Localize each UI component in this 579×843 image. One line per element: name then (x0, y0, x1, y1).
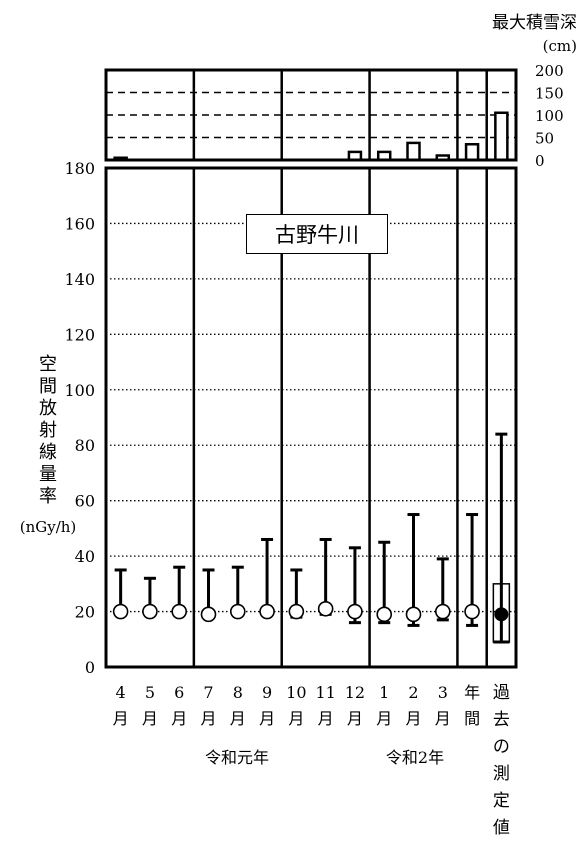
snow-panel (106, 91, 516, 162)
x-tick-label: 月 (113, 709, 129, 728)
frame (104, 68, 518, 669)
y-axis-label-char: 率 (39, 486, 57, 507)
mean-marker (464, 603, 480, 620)
mean-marker (376, 606, 393, 623)
plot-frame (104, 166, 518, 669)
y-tick-label: 80 (75, 436, 95, 455)
past-label-char: の (493, 737, 510, 757)
snow-bar (464, 143, 480, 162)
y-tick-label: 40 (75, 547, 95, 566)
y-axis-unit: (nGy/h) (20, 518, 77, 536)
snow-tick-label: 100 (535, 107, 564, 125)
past-label-char: 去 (493, 710, 510, 730)
labels: 最大積雪深 (cm) (nGy/h) 令和元年 令和2年 (20, 13, 577, 767)
mean-marker (229, 603, 246, 620)
mean-marker (112, 603, 129, 620)
mean-marker (142, 603, 158, 620)
x-tick-label: 11 (315, 683, 335, 702)
year-group-1: 令和元年 (205, 748, 269, 767)
y-axis-label-char: 射 (39, 420, 57, 441)
x-tick-label: 月 (347, 709, 363, 728)
y-axis-label-char: 量 (39, 464, 57, 485)
x-tick-label: 月 (200, 709, 216, 728)
snow-axis-unit: (cm) (543, 37, 577, 55)
x-tick-label: 5 (145, 683, 155, 702)
x-tick-label: 月 (171, 709, 187, 728)
x-tick-label: 月 (230, 709, 246, 728)
x-tick-label: 9 (262, 683, 272, 702)
y-tick-label: 160 (64, 214, 95, 233)
x-tick-label: 月 (288, 709, 304, 728)
x-tick-label: 12 (345, 683, 365, 702)
y-tick-label: 100 (64, 381, 95, 400)
station-label: 古野牛川 (246, 214, 388, 254)
x-tick-label: 4 (116, 683, 126, 702)
y-tick-label: 120 (64, 325, 95, 344)
past-box (492, 583, 511, 643)
x-tick-label: 月 (142, 709, 158, 728)
past-label-char: 定 (493, 791, 510, 811)
y-tick-label: 20 (75, 603, 95, 622)
x-tick-label: 6 (174, 683, 184, 702)
x-tick-label: 8 (233, 683, 243, 702)
past-label-char: 値 (493, 818, 510, 838)
x-tick-label: 月 (376, 709, 392, 728)
snow-frame (104, 68, 518, 162)
snow-bar (406, 141, 421, 162)
y-axis-label-char: 線 (39, 442, 57, 463)
x-tick-label: 10 (286, 683, 306, 702)
year-group-2: 令和2年 (386, 748, 444, 767)
x-tick-label: 7 (203, 683, 213, 702)
x-tick-label: 2 (408, 683, 418, 702)
snow-bar (494, 111, 509, 162)
grid (106, 222, 516, 613)
past-label-char: 測 (493, 764, 510, 784)
mean-marker (434, 603, 451, 620)
x-tick-label: 3 (438, 683, 448, 702)
snow-tick-label: 0 (535, 152, 545, 170)
mean-marker (405, 606, 422, 623)
past-label-char: 過 (493, 683, 510, 703)
y-axis-label-char: 放 (39, 398, 57, 419)
mean-marker (347, 603, 363, 620)
x-tick-label: 年 (464, 683, 480, 702)
snow-tick-label: 200 (535, 62, 564, 80)
y-tick-label: 140 (64, 270, 95, 289)
x-tick-label: 月 (435, 709, 451, 728)
mean-marker (317, 600, 334, 617)
mean-marker (200, 606, 217, 623)
station-name: 古野牛川 (275, 223, 359, 247)
series (112, 432, 511, 644)
x-tick-label: 1 (379, 683, 389, 702)
mean-marker (288, 603, 305, 620)
snow-tick-label: 150 (535, 85, 564, 103)
x-tick-label: 月 (318, 709, 334, 728)
mean-marker (171, 603, 188, 620)
y-tick-label: 180 (64, 159, 95, 178)
y-axis-label-char: 間 (39, 376, 57, 397)
y-tick-label: 60 (75, 492, 95, 511)
mean-marker (259, 603, 275, 620)
snow-axis-title: 最大積雪深 (492, 13, 577, 33)
x-tick-label: 間 (464, 709, 480, 728)
x-tick-label: 月 (259, 709, 275, 728)
snow-tick-label: 50 (535, 130, 554, 148)
y-axis-label-char: 空 (39, 354, 57, 375)
y-tick-label: 0 (85, 658, 95, 677)
past-mean-marker (494, 607, 509, 622)
x-tick-label: 月 (405, 709, 421, 728)
